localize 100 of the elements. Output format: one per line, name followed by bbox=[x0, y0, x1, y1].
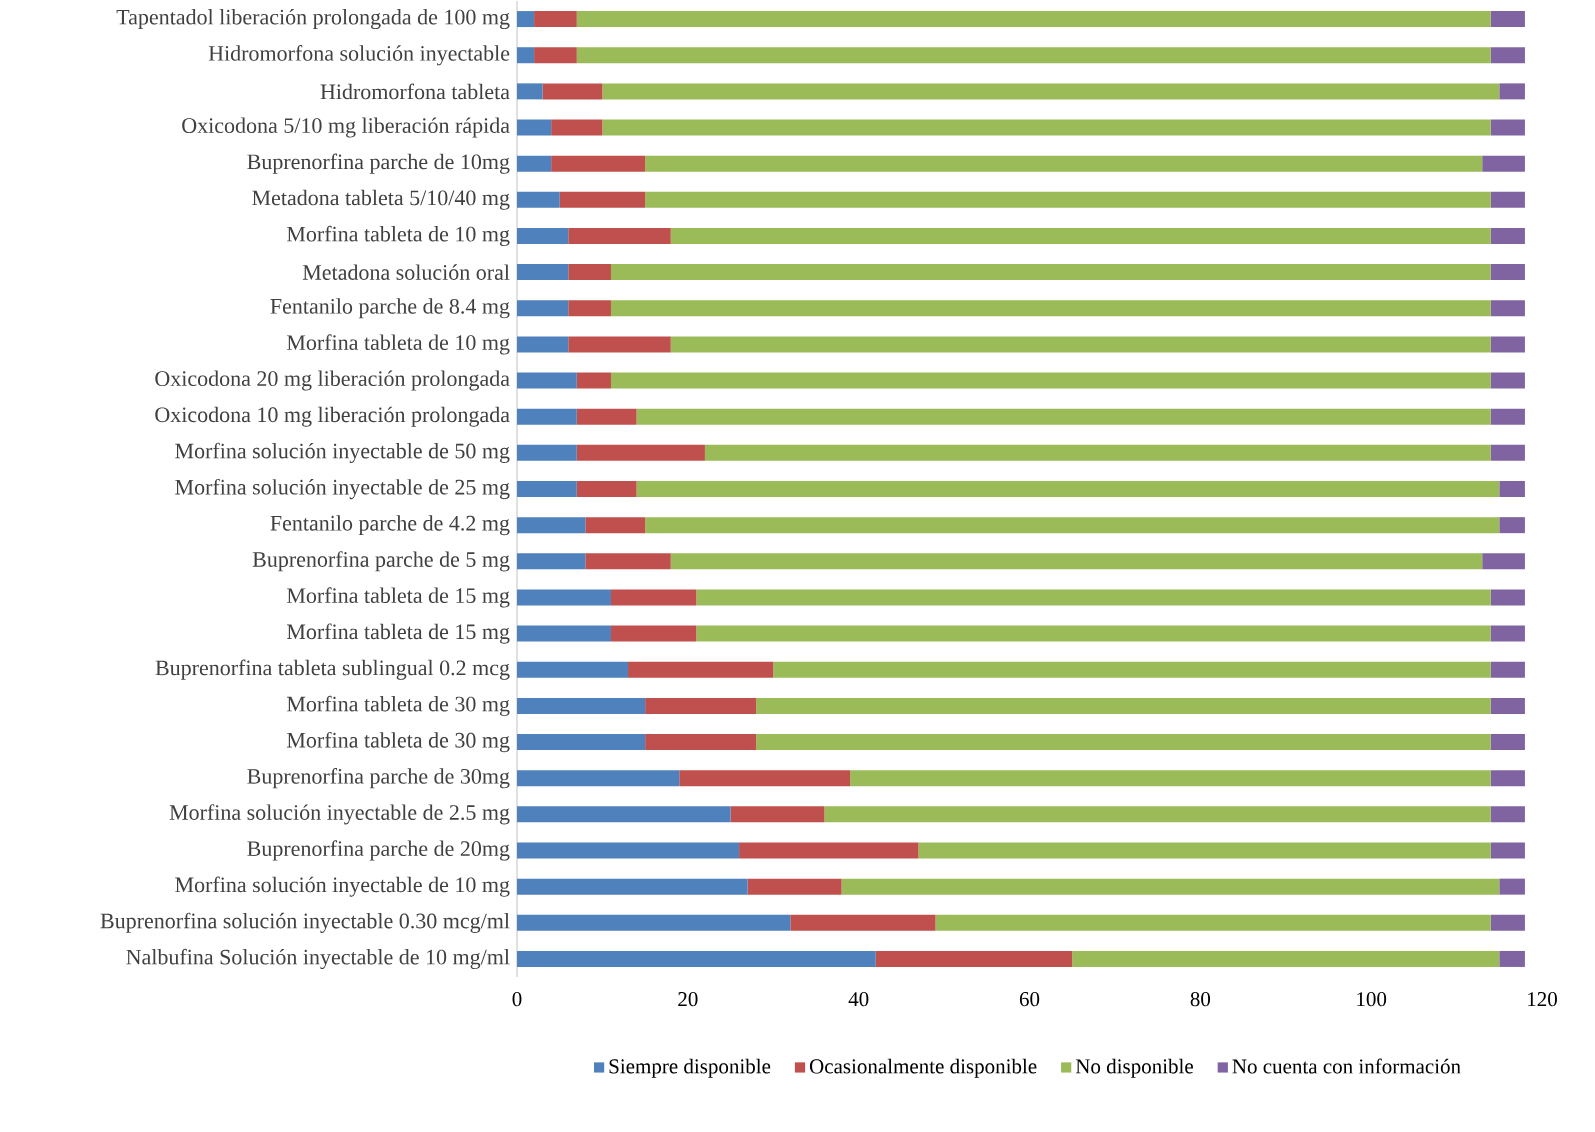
bar bbox=[704, 444, 1491, 461]
bar bbox=[935, 914, 1491, 931]
bar bbox=[610, 300, 1491, 317]
bar bbox=[517, 914, 791, 931]
bar bbox=[636, 408, 1491, 425]
y-tick-label: Buprenorfina parche de 20mg bbox=[247, 840, 510, 861]
bar bbox=[1490, 119, 1525, 136]
bar bbox=[636, 481, 1500, 498]
legend-label: Siempre disponible bbox=[609, 1058, 771, 1078]
bar bbox=[1499, 517, 1525, 534]
y-tick-label: Oxicodona 20 mg liberación prolongada bbox=[155, 370, 510, 391]
x-tick-label: 120 bbox=[1528, 992, 1557, 1007]
bar bbox=[576, 408, 637, 425]
bar bbox=[645, 697, 757, 714]
bar bbox=[875, 950, 1073, 967]
bar bbox=[576, 444, 705, 461]
bar bbox=[542, 83, 603, 100]
bar bbox=[739, 842, 919, 859]
bar bbox=[568, 336, 671, 353]
bar bbox=[517, 625, 611, 642]
bar bbox=[517, 878, 748, 895]
x-tick-label: 100 bbox=[1357, 992, 1387, 1007]
x-tick-label: 80 bbox=[1190, 992, 1211, 1007]
y-tick-label: Morfina solución inyectable de 2.5 mg bbox=[169, 804, 510, 825]
bar bbox=[670, 227, 1491, 244]
bar bbox=[517, 83, 543, 100]
bar bbox=[551, 155, 646, 172]
bar bbox=[1482, 553, 1525, 570]
bar bbox=[568, 300, 611, 317]
y-tick-label: Metadona solución oral bbox=[302, 264, 510, 280]
bar bbox=[517, 481, 577, 498]
bar bbox=[1482, 155, 1525, 172]
bar bbox=[670, 553, 1483, 570]
bar bbox=[1072, 950, 1500, 967]
y-tick-label: Morfina tableta de 10 mg bbox=[286, 225, 510, 247]
bar bbox=[1490, 191, 1525, 208]
bar bbox=[576, 481, 637, 498]
bar bbox=[645, 734, 757, 751]
y-tick-label: Buprenorfina parche de 30mg bbox=[247, 768, 510, 789]
bar bbox=[568, 227, 671, 244]
bar bbox=[1499, 83, 1525, 100]
y-tick-label: Morfina solución inyectable de 10 mg bbox=[175, 876, 510, 897]
bar bbox=[610, 264, 1491, 281]
bar bbox=[1490, 336, 1525, 353]
y-tick-label: Fentanilo parche de 4.2 mg bbox=[270, 515, 510, 536]
bar bbox=[1490, 264, 1525, 281]
bar bbox=[517, 661, 629, 678]
bar bbox=[696, 625, 1491, 642]
bar bbox=[756, 697, 1491, 714]
y-tick-label: Morfina solución inyectable de 25 mg bbox=[175, 478, 510, 500]
bar bbox=[517, 950, 876, 967]
y-tick-label: Tapentadol liberación prolongada de 100 mg bbox=[116, 9, 510, 30]
bar bbox=[517, 517, 586, 534]
bar bbox=[824, 806, 1491, 823]
bar bbox=[517, 11, 535, 28]
bar bbox=[773, 661, 1491, 678]
bar bbox=[585, 553, 671, 570]
bar bbox=[602, 83, 1500, 100]
bar bbox=[517, 444, 577, 461]
bar bbox=[1490, 661, 1525, 678]
x-tick-label: 40 bbox=[848, 992, 869, 1007]
bar bbox=[645, 517, 1500, 534]
bar bbox=[576, 11, 1491, 28]
bar bbox=[696, 589, 1491, 606]
y-tick-label: Nalbufina Solución inyectable de 10 mg/ml bbox=[126, 948, 510, 970]
bar bbox=[559, 191, 646, 208]
bar bbox=[1490, 444, 1525, 461]
bar bbox=[645, 191, 1491, 208]
bar bbox=[517, 770, 680, 787]
x-tick-label: 60 bbox=[1019, 992, 1040, 1007]
bar bbox=[517, 372, 577, 389]
bar bbox=[517, 300, 569, 317]
bar bbox=[1490, 842, 1525, 859]
bar bbox=[534, 11, 577, 28]
y-tick-label: Oxicodona 10 mg liberación prolongada bbox=[155, 406, 510, 427]
y-tick-label: Hidromorfona solución inyectable bbox=[208, 45, 510, 66]
bar bbox=[602, 119, 1491, 136]
bar bbox=[517, 264, 569, 281]
bar bbox=[1490, 408, 1525, 425]
bar bbox=[517, 408, 577, 425]
bar bbox=[517, 119, 552, 136]
y-tick-label: Morfina tableta de 15 mg bbox=[286, 623, 510, 644]
y-tick-label: Buprenorfina parche de 5 mg bbox=[252, 551, 510, 572]
bar bbox=[1490, 47, 1525, 64]
bar bbox=[610, 589, 697, 606]
y-tick-label: Buprenorfina tableta sublingual 0.2 mcg bbox=[155, 659, 510, 680]
bar bbox=[1499, 878, 1525, 895]
y-tick-label: Morfina tableta de 30 mg bbox=[286, 695, 510, 717]
bar bbox=[534, 47, 577, 64]
bar bbox=[517, 553, 586, 570]
bar bbox=[517, 842, 740, 859]
bar bbox=[576, 47, 1491, 64]
bar bbox=[517, 734, 646, 751]
bar bbox=[568, 264, 611, 281]
bar bbox=[1490, 625, 1525, 642]
bar bbox=[679, 770, 851, 787]
y-tick-label: Buprenorfina parche de 10mg bbox=[247, 153, 510, 174]
bar bbox=[610, 625, 697, 642]
bar bbox=[1499, 950, 1525, 967]
bar bbox=[517, 191, 560, 208]
